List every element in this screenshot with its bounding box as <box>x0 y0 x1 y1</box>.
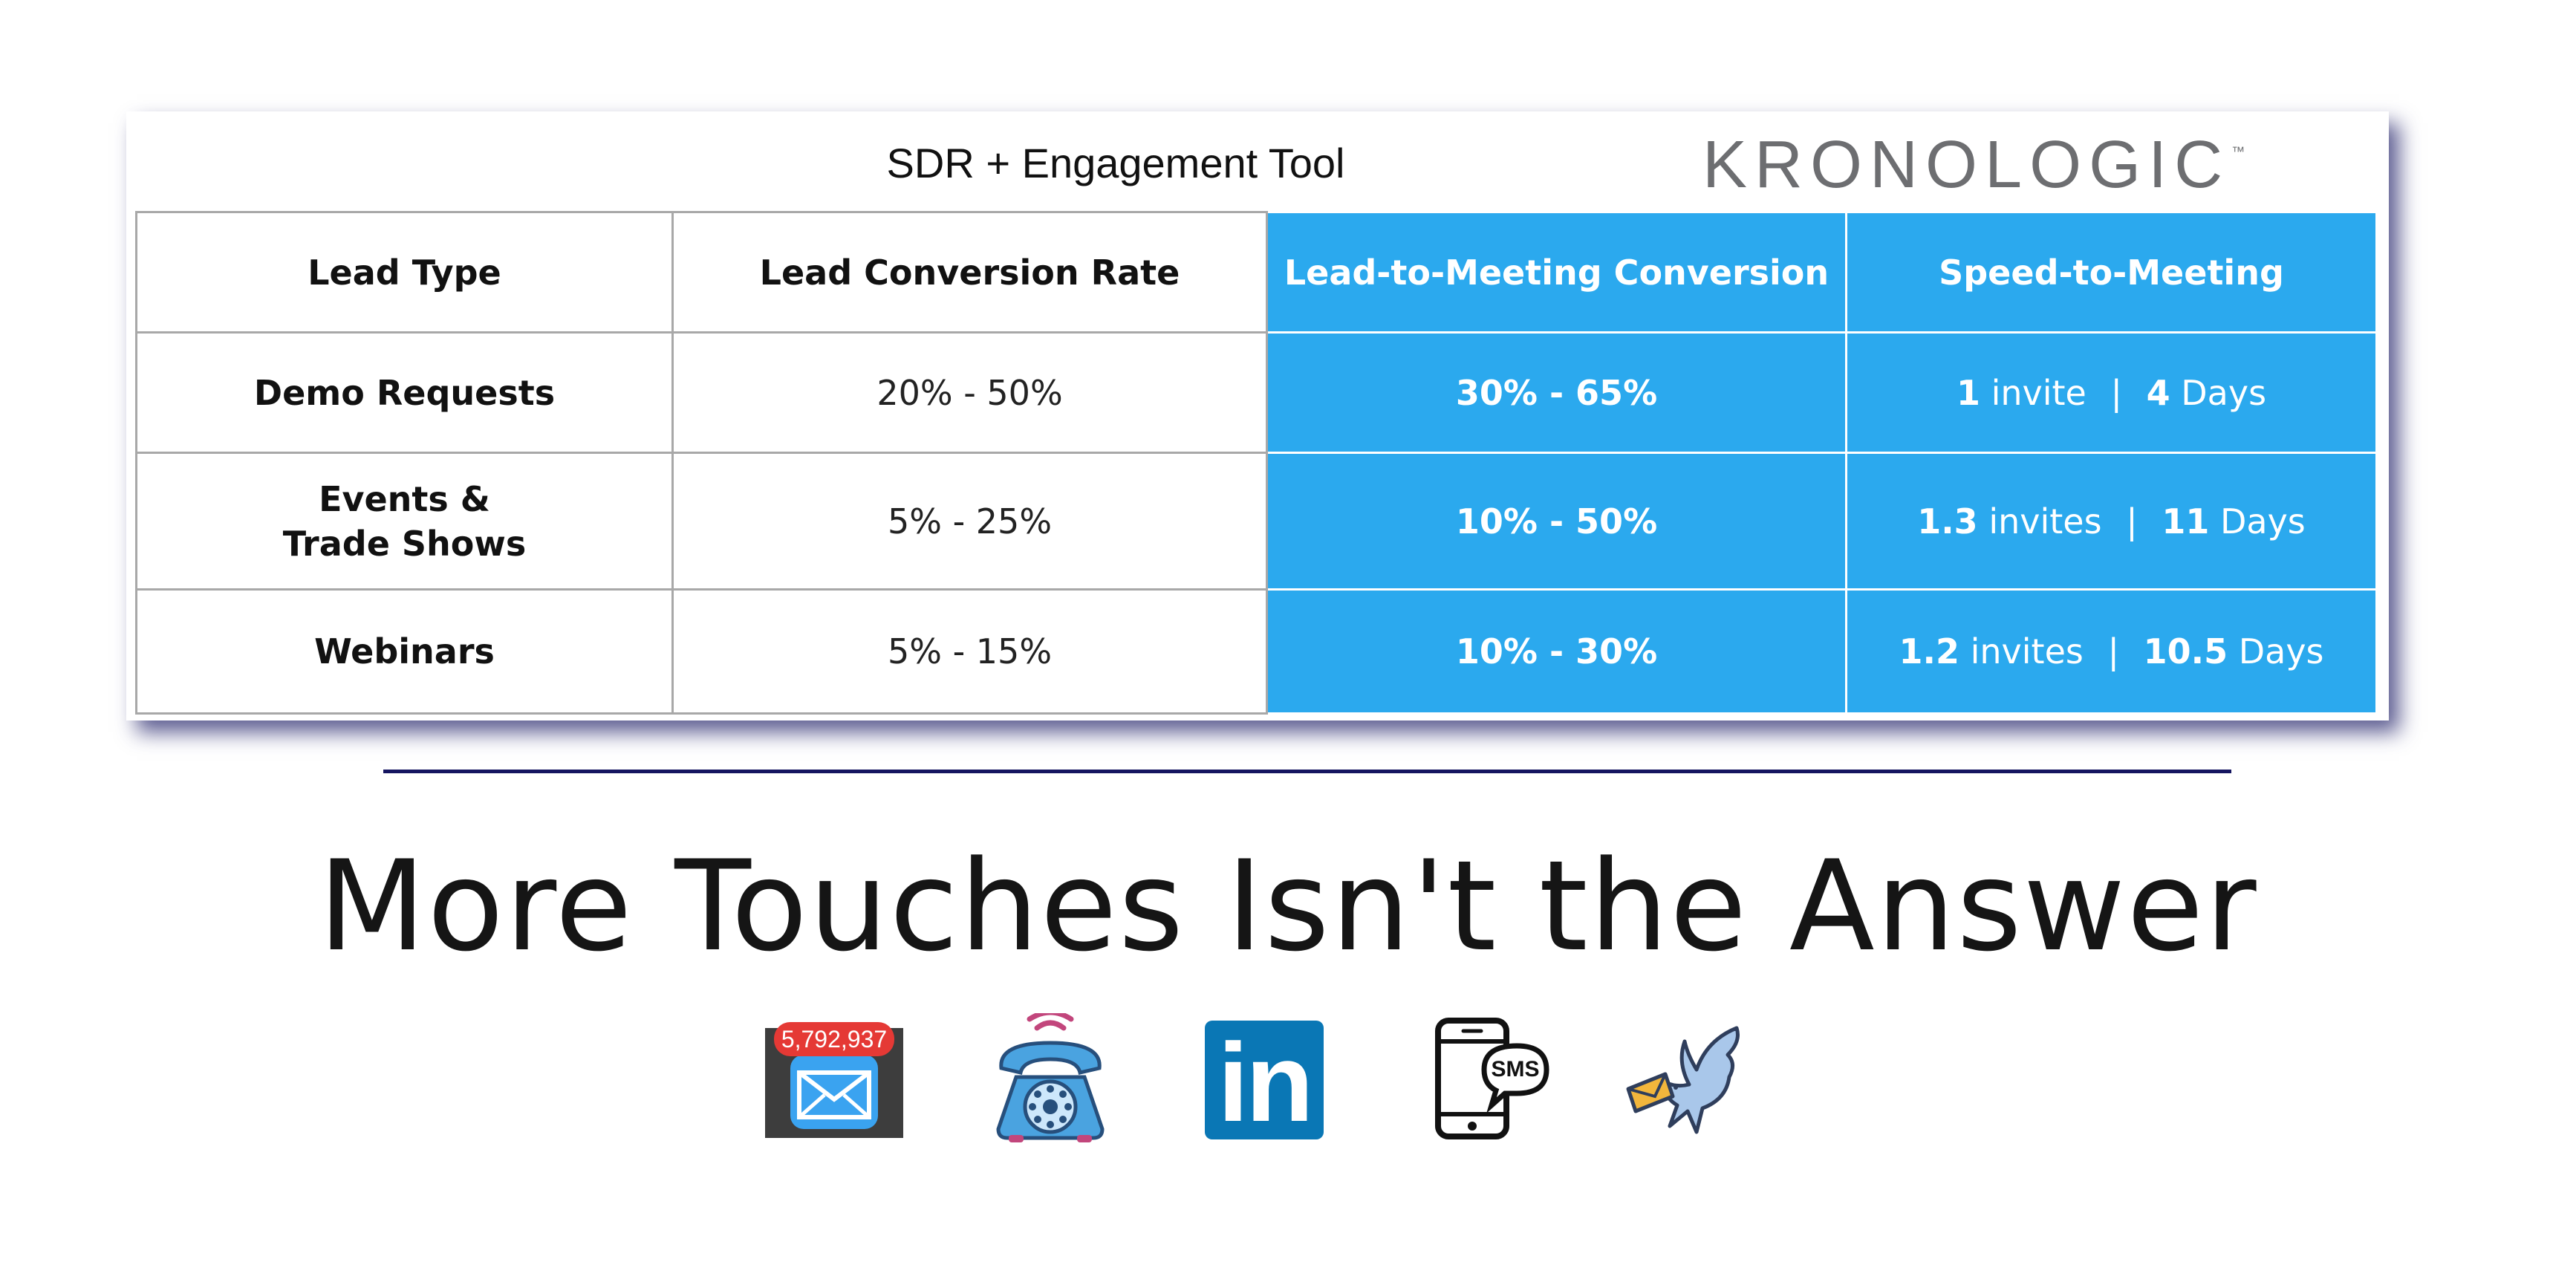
sms-label: SMS <box>1491 1057 1540 1082</box>
mail-icon: 5,792,937 <box>765 1022 903 1138</box>
days-value: 11 <box>2162 501 2210 541</box>
lead-type-label-line-2: Trade Shows <box>282 523 527 564</box>
lead-conversion-rate-cell: 20% - 50% <box>671 331 1268 454</box>
sms-phone-icon: SMS <box>1434 1016 1552 1141</box>
section-divider <box>383 770 2231 773</box>
comparison-card: SDR + Engagement Tool KRONOLOGIC ™ Lead … <box>126 111 2389 721</box>
linkedin-icon: in <box>1205 1021 1324 1139</box>
logo-trademark: ™ <box>2231 144 2245 159</box>
speed-separator: | <box>2126 501 2138 541</box>
invites-unit: invite <box>1991 372 2087 413</box>
speed-to-meeting-cell: 1.3 invites | 11 Days <box>1845 452 2378 591</box>
invites-value: 1 <box>1956 372 1980 413</box>
column-header-lead-type: Lead Type <box>135 211 674 334</box>
logo-text: KRONOLOGIC <box>1702 128 2231 202</box>
invites-value: 1.2 <box>1899 631 1959 671</box>
speed-separator: | <box>2107 631 2119 671</box>
lead-type-cell: Webinars <box>135 588 674 715</box>
column-header-lead-to-meeting: Lead-to-Meeting Conversion <box>1266 211 1847 334</box>
lead-conversion-rate-cell: 5% - 25% <box>671 452 1268 591</box>
linkedin-label: in <box>1217 1020 1313 1145</box>
days-value: 10.5 <box>2143 631 2228 671</box>
speed-to-meeting-cell: 1.2 invites | 10.5 Days <box>1845 588 2378 715</box>
table-header-row: Lead Type Lead Conversion Rate Lead-to-M… <box>135 211 2378 334</box>
days-unit: Days <box>2219 501 2306 541</box>
lead-conversion-table: Lead Type Lead Conversion Rate Lead-to-M… <box>135 211 2378 715</box>
lead-to-meeting-cell: 10% - 30% <box>1266 588 1847 715</box>
column-header-speed-to-meeting: Speed-to-Meeting <box>1845 211 2378 334</box>
lead-to-meeting-cell: 10% - 50% <box>1266 452 1847 591</box>
lead-type-label-line-1: Events & <box>319 478 490 519</box>
lead-conversion-rate-cell: 5% - 15% <box>671 588 1268 715</box>
days-value: 4 <box>2146 372 2170 413</box>
headline: More Touches Isn't the Answer <box>318 833 2258 979</box>
invites-unit: invites <box>1988 501 2102 541</box>
invites-value: 1.3 <box>1917 501 1978 541</box>
table-row: Demo Requests 20% - 50% 30% - 65% 1 invi… <box>135 331 2378 454</box>
days-unit: Days <box>2181 372 2267 413</box>
column-header-lead-conversion-rate: Lead Conversion Rate <box>671 211 1268 334</box>
speed-to-meeting-cell: 1 invite | 4 Days <box>1845 331 2378 454</box>
tool-title: SDR + Engagement Tool <box>886 140 1345 186</box>
carrier-pigeon-icon <box>1625 1025 1744 1136</box>
speed-separator: | <box>2110 372 2122 413</box>
lead-type-label: Demo Requests <box>253 372 556 413</box>
lead-to-meeting-cell: 30% - 65% <box>1266 331 1847 454</box>
telephone-icon <box>991 1009 1110 1144</box>
lead-type-cell: Demo Requests <box>135 331 674 454</box>
days-unit: Days <box>2238 631 2324 671</box>
lead-type-label: Webinars <box>314 631 495 671</box>
kronologic-logo: KRONOLOGIC ™ <box>1702 128 2245 202</box>
table-row: Events & Trade Shows 5% - 25% 10% - 50% … <box>135 452 2378 591</box>
invites-unit: invites <box>1970 631 2084 671</box>
mail-badge-count: 5,792,937 <box>781 1026 888 1053</box>
lead-type-cell: Events & Trade Shows <box>135 452 674 591</box>
table-row: Webinars 5% - 15% 10% - 30% 1.2 invites … <box>135 588 2378 715</box>
